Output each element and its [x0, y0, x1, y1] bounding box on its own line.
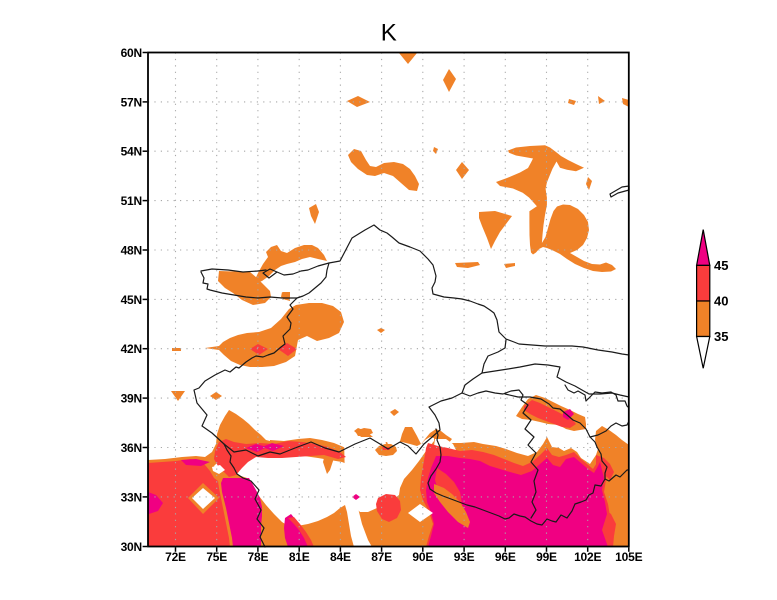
svg-text:57N: 57N	[121, 95, 142, 109]
svg-text:30N: 30N	[121, 540, 142, 554]
svg-text:33N: 33N	[121, 490, 142, 504]
svg-text:60N: 60N	[121, 46, 142, 60]
svg-text:48N: 48N	[121, 244, 142, 258]
svg-text:72E: 72E	[165, 550, 186, 564]
svg-text:105E: 105E	[615, 550, 642, 564]
svg-text:87E: 87E	[371, 550, 392, 564]
svg-text:78E: 78E	[248, 550, 269, 564]
svg-text:99E: 99E	[536, 550, 557, 564]
svg-text:54N: 54N	[121, 145, 142, 159]
svg-text:96E: 96E	[495, 550, 516, 564]
svg-text:42N: 42N	[121, 342, 142, 356]
svg-text:45N: 45N	[121, 293, 142, 307]
svg-text:102E: 102E	[574, 550, 601, 564]
svg-text:90E: 90E	[412, 550, 433, 564]
svg-text:35: 35	[714, 329, 728, 344]
svg-text:84E: 84E	[330, 550, 351, 564]
svg-text:36N: 36N	[121, 441, 142, 455]
svg-text:45: 45	[714, 258, 728, 273]
svg-text:75E: 75E	[206, 550, 227, 564]
svg-text:39N: 39N	[121, 392, 142, 406]
svg-text:93E: 93E	[454, 550, 475, 564]
svg-text:81E: 81E	[289, 550, 310, 564]
svg-text:40: 40	[714, 294, 728, 309]
svg-text:K: K	[381, 20, 397, 47]
svg-text:51N: 51N	[121, 194, 142, 208]
